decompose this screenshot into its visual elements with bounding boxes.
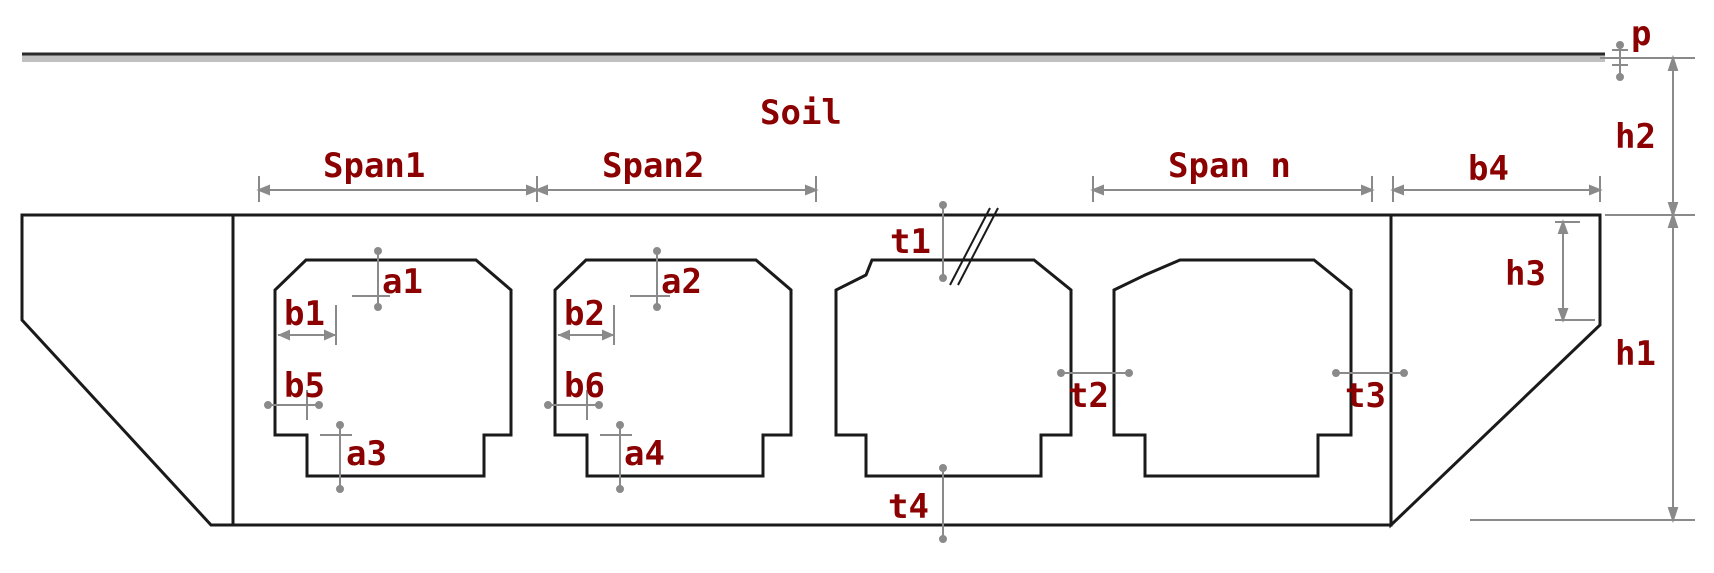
cell-3	[834, 258, 1073, 478]
label-a2: a2	[661, 262, 702, 302]
cell-4	[1112, 258, 1353, 478]
break-symbol	[949, 207, 999, 286]
label-b1: b1	[284, 294, 325, 334]
label-b5: b5	[284, 366, 325, 406]
cell-1	[273, 258, 513, 478]
label-b2: b2	[564, 294, 605, 334]
label-a4: a4	[624, 434, 665, 474]
label-b4: b4	[1468, 149, 1509, 189]
label-span2: Span2	[602, 146, 704, 186]
labels: p Soil Span1 Span2 Span n b4 h2 h1 h3 t1…	[284, 14, 1656, 527]
label-p: p	[1631, 14, 1651, 54]
label-span1: Span1	[323, 146, 425, 186]
label-t2: t2	[1068, 376, 1109, 416]
label-t3: t3	[1345, 376, 1386, 416]
label-t4: t4	[888, 487, 929, 527]
label-h1: h1	[1615, 334, 1656, 374]
dimension-lines	[256, 41, 1695, 543]
label-b6: b6	[564, 366, 605, 406]
cell-2	[553, 258, 793, 478]
label-a1: a1	[382, 262, 423, 302]
label-t1: t1	[890, 222, 931, 262]
left-wing-wall	[20, 213, 235, 527]
label-soil: Soil	[760, 93, 842, 133]
ground-surface	[22, 52, 1605, 62]
right-wing-wall	[1389, 213, 1602, 529]
label-h3: h3	[1505, 254, 1546, 294]
label-span-n: Span n	[1168, 146, 1291, 186]
label-h2: h2	[1615, 117, 1656, 157]
culvert-structure	[20, 213, 1602, 529]
label-a3: a3	[346, 434, 387, 474]
